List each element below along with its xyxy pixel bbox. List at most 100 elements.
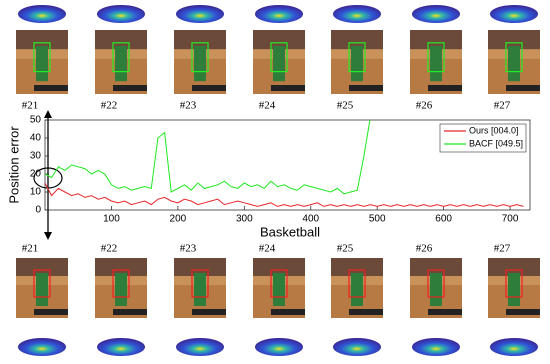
player (194, 46, 206, 82)
frame-label: #24 (259, 243, 276, 255)
frame-label: #21 (22, 100, 39, 112)
track-box (191, 269, 209, 298)
x-tick-label: 600 (435, 214, 452, 225)
scoreboard (506, 309, 540, 315)
player (36, 46, 48, 82)
track-box (348, 42, 366, 73)
response-map (176, 338, 224, 356)
player (508, 46, 520, 82)
frame-label: #22 (101, 243, 118, 255)
player (351, 273, 363, 306)
player (430, 46, 442, 82)
track-box (427, 42, 445, 73)
scoreboard (349, 309, 383, 315)
frame-label: #23 (180, 243, 197, 255)
crowd (410, 30, 462, 50)
scoreboard (34, 85, 68, 91)
frame-label: #26 (416, 243, 433, 255)
track-box (505, 269, 523, 298)
response-map (333, 5, 381, 23)
scoreboard (113, 85, 147, 91)
crowd (331, 258, 383, 276)
response-map (490, 338, 538, 356)
series-line (45, 182, 524, 207)
x-tick-label: 500 (369, 214, 386, 225)
scoreboard (428, 309, 462, 315)
frame-label: #27 (494, 243, 511, 255)
frame-label: #22 (101, 100, 118, 112)
response-map (97, 338, 145, 356)
track-box (33, 269, 51, 298)
player (508, 273, 520, 306)
track-box (191, 42, 209, 73)
y-tick-label: 20 (30, 169, 42, 180)
x-axis-label: Basketball (260, 224, 320, 239)
y-tick-label: 30 (30, 151, 42, 162)
frame-label: #23 (180, 100, 197, 112)
player (115, 273, 127, 306)
track-box (505, 42, 523, 73)
x-tick-label: 400 (302, 214, 319, 225)
crowd (488, 30, 540, 50)
scoreboard (428, 85, 462, 91)
player (36, 273, 48, 306)
response-map (412, 338, 460, 356)
player (430, 273, 442, 306)
crowd (488, 258, 540, 276)
crowd (174, 258, 226, 276)
legend-label: Ours [004.0] (469, 125, 519, 135)
track-box (112, 269, 130, 298)
response-map (18, 338, 66, 356)
frame-label: #25 (337, 243, 354, 255)
response-map (412, 5, 460, 23)
frame-label: #27 (494, 100, 511, 112)
response-map (333, 338, 381, 356)
scoreboard (349, 85, 383, 91)
crowd (95, 30, 147, 50)
y-tick-label: 50 (30, 115, 42, 126)
response-map (255, 5, 303, 23)
track-box (427, 269, 445, 298)
frame-label: #21 (22, 243, 39, 255)
response-map (18, 5, 66, 23)
track-box (112, 42, 130, 73)
player (115, 46, 127, 82)
x-tick-label: 100 (103, 214, 120, 225)
scoreboard (192, 85, 226, 91)
x-tick-label: 300 (236, 214, 253, 225)
legend-label: BACF [049.5] (469, 138, 523, 148)
track-box (348, 269, 366, 298)
crowd (95, 258, 147, 276)
scoreboard (34, 309, 68, 315)
crowd (16, 30, 68, 50)
player (273, 273, 285, 306)
crowd (16, 258, 68, 276)
scoreboard (271, 85, 305, 91)
response-map (490, 5, 538, 23)
crowd (331, 30, 383, 50)
response-map (255, 338, 303, 356)
player (194, 273, 206, 306)
y-tick-label: 0 (35, 205, 41, 216)
player (351, 46, 363, 82)
scoreboard (506, 85, 540, 91)
y-tick-label: 40 (30, 133, 42, 144)
track-box (33, 42, 51, 73)
x-tick-label: 200 (170, 214, 187, 225)
track-box (270, 269, 288, 298)
response-map (97, 5, 145, 23)
legend-box (439, 123, 527, 153)
response-map (176, 5, 224, 23)
y-tick-label: 10 (30, 187, 42, 198)
player (273, 46, 285, 82)
crowd (253, 30, 305, 50)
scoreboard (271, 309, 305, 315)
y-axis-label: Position error (6, 126, 21, 204)
track-box (270, 42, 288, 73)
frame-label: #26 (416, 100, 433, 112)
legend: Ours [004.0] BACF [049.5] (439, 123, 527, 153)
series-line (45, 120, 371, 195)
crowd (410, 258, 462, 276)
x-tick-label: 700 (502, 214, 519, 225)
